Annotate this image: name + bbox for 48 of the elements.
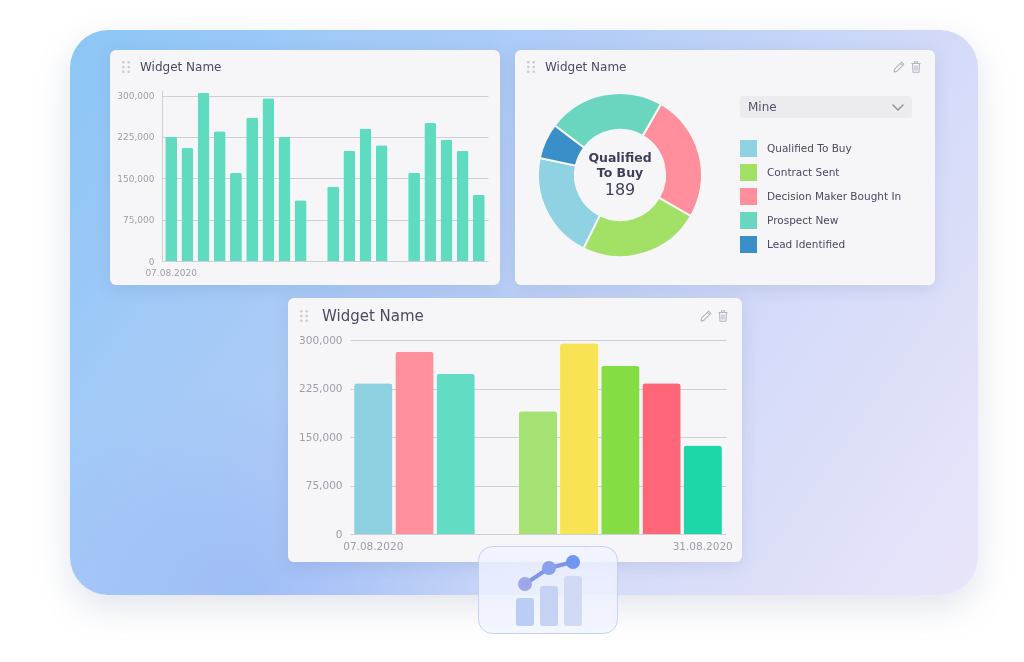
legend-label: Qualified To Buy <box>767 141 852 154</box>
y-tick-label: 0 <box>148 256 155 267</box>
bar <box>278 136 291 261</box>
chart-title: Widget Name <box>322 306 424 327</box>
bar <box>375 145 388 261</box>
bar <box>359 128 372 261</box>
bar <box>601 365 640 534</box>
x-tick-label: 07.08.2020 <box>343 539 404 552</box>
y-tick-label: 150,000 <box>299 430 343 443</box>
legend-label: Lead Identified <box>767 237 846 250</box>
y-tick-label: 300,000 <box>299 333 343 346</box>
bar <box>424 123 437 261</box>
bar <box>518 411 558 534</box>
legend-label: Prospect New <box>767 213 839 226</box>
bar <box>642 383 681 534</box>
y-tick-label: 150,000 <box>117 173 155 184</box>
bar <box>354 383 393 534</box>
chart-title: Widget Name <box>140 59 222 76</box>
text: Qualified To Buy <box>587 150 653 180</box>
bar <box>683 445 722 534</box>
bar <box>327 186 340 261</box>
dropdown-field: Mine <box>740 96 912 118</box>
y-tick-label: 225,000 <box>299 382 343 394</box>
bar <box>456 150 469 261</box>
y-tick-label: 75,000 <box>305 479 343 491</box>
bar <box>440 139 453 261</box>
y-tick-label: 300,000 <box>117 91 155 102</box>
bar <box>165 136 178 261</box>
x-tick-label: 31.08.2020 <box>672 539 733 552</box>
legend-label: Decision Maker Bought In <box>767 189 902 202</box>
chart-title: Widget Name <box>545 59 627 76</box>
bar <box>213 131 226 261</box>
y-tick-label: 0 <box>335 527 343 540</box>
text: 189 <box>604 180 636 200</box>
bar <box>436 373 475 534</box>
bar <box>472 194 485 261</box>
x-tick-label: 07.08.2020 <box>145 267 198 278</box>
bar <box>246 117 259 261</box>
y-tick-label: 225,000 <box>117 132 155 143</box>
bar <box>197 92 210 261</box>
bar <box>395 351 434 534</box>
y-tick-label: 75,000 <box>123 215 155 226</box>
bar <box>343 150 356 261</box>
bar <box>181 147 194 261</box>
bar <box>262 98 275 261</box>
legend-label: Contract Sent <box>767 165 840 178</box>
bar <box>560 343 599 534</box>
bar <box>294 200 307 261</box>
